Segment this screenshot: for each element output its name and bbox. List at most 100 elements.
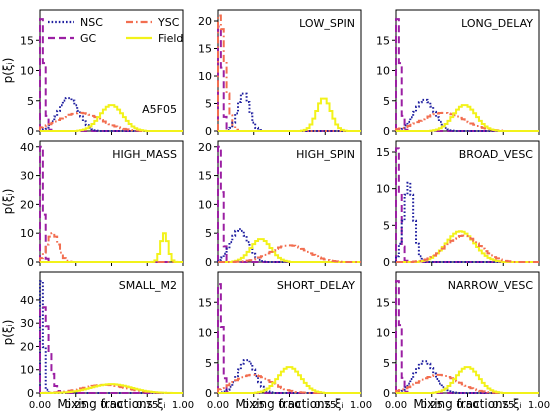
x-tick-label: 1.00 bbox=[350, 400, 372, 411]
y-tick-label: 10 bbox=[198, 70, 212, 83]
y-tick-label: 5 bbox=[205, 357, 212, 370]
x-tick-label: 1.00 bbox=[172, 400, 194, 411]
y-tick-label: 0 bbox=[383, 256, 390, 269]
x-axis-label: Mixing fractions ξᵢ bbox=[235, 397, 343, 411]
histogram-ysc bbox=[217, 14, 361, 132]
y-axis-label: p(ξᵢ) bbox=[1, 320, 15, 346]
y-tick-label: 0 bbox=[205, 125, 212, 138]
histogram-field bbox=[218, 238, 361, 263]
panel-small_m2: 0 10 20 30 40 0.00 0.25 0.50 0.75 1.00 SMALL_M2 bbox=[20, 271, 194, 411]
x-tick-label: 0.50 bbox=[278, 400, 300, 411]
y-axis-label: p(ξᵢ) bbox=[1, 58, 15, 84]
y-tick-label: 30 bbox=[20, 317, 34, 330]
panel-label: BROAD_VESC bbox=[459, 148, 534, 161]
y-tick-label: 5 bbox=[205, 227, 212, 240]
y-tick-label: 15 bbox=[376, 146, 390, 159]
panel-high_mass: 0 10 20 30 40 HIGH_MASS bbox=[20, 140, 184, 269]
y-tick-label: 20 bbox=[20, 340, 34, 353]
plot-frame bbox=[217, 9, 362, 132]
x-axis-label: Mixing fractions ξᵢ bbox=[413, 397, 521, 411]
x-tick-label: 0.25 bbox=[65, 400, 87, 411]
histogram-field bbox=[396, 366, 539, 394]
x-tick-label: 0.00 bbox=[207, 400, 229, 411]
plot-frame bbox=[395, 9, 540, 132]
legend-label-nsc: NSC bbox=[80, 16, 103, 29]
histogram-nsc bbox=[395, 360, 539, 394]
histogram-nsc bbox=[39, 97, 183, 132]
x-tick-label: 0.75 bbox=[492, 400, 514, 411]
y-tick-label: 0 bbox=[27, 125, 34, 138]
histogram-field bbox=[396, 104, 539, 132]
y-tick-label: 5 bbox=[27, 95, 34, 108]
y-tick-label: 10 bbox=[376, 327, 390, 340]
y-tick-label: 0 bbox=[205, 387, 212, 400]
y-tick-label: 20 bbox=[198, 141, 212, 154]
panel-label: HIGH_MASS bbox=[112, 148, 177, 161]
histogram-field bbox=[40, 383, 183, 394]
histogram-nsc bbox=[395, 98, 539, 132]
y-tick-label: 10 bbox=[198, 327, 212, 340]
y-tick-label: 10 bbox=[376, 183, 390, 196]
plot-frame bbox=[39, 271, 184, 394]
panel-label: LONG_DELAY bbox=[461, 17, 533, 30]
histogram-nsc bbox=[218, 92, 361, 132]
y-tick-label: 10 bbox=[20, 364, 34, 377]
y-tick-label: 0 bbox=[27, 387, 34, 400]
histogram-field bbox=[218, 366, 361, 394]
y-tick-label: 5 bbox=[205, 98, 212, 111]
y-tick-label: 5 bbox=[383, 357, 390, 370]
y-tick-label: 10 bbox=[376, 65, 390, 78]
x-tick-label: 0.25 bbox=[243, 400, 265, 411]
histogram-field bbox=[40, 104, 183, 132]
legend-label-ysc: YSC bbox=[157, 16, 180, 29]
y-tick-label: 10 bbox=[20, 65, 34, 78]
plot-frame bbox=[395, 140, 540, 263]
panel-narrow_vesc: 0 5 10 15 0.00 0.25 0.50 0.75 1.00 NARROW_VESC bbox=[376, 271, 550, 411]
y-tick-label: 10 bbox=[20, 227, 34, 240]
panel-high_spin: 0 5 10 15 20 HIGH_SPIN bbox=[198, 140, 362, 269]
x-tick-label: 0.50 bbox=[456, 400, 478, 411]
y-tick-label: 15 bbox=[198, 43, 212, 56]
y-axis-label: p(ξᵢ) bbox=[1, 189, 15, 215]
panel-label: A5F05 bbox=[142, 103, 177, 116]
panel-broad_vesc: 0 5 10 15 BROAD_VESC bbox=[376, 140, 540, 269]
panel-label: LOW_SPIN bbox=[299, 17, 355, 30]
x-axis-label: Mixing fractions ξᵢ bbox=[57, 397, 165, 411]
x-tick-label: 0.75 bbox=[314, 400, 336, 411]
panel-label: HIGH_SPIN bbox=[296, 148, 355, 161]
y-tick-label: 5 bbox=[383, 219, 390, 232]
panel-label: SHORT_DELAY bbox=[277, 279, 355, 292]
panel-label: SMALL_M2 bbox=[119, 279, 177, 292]
x-tick-label: 1.00 bbox=[528, 400, 550, 411]
y-tick-label: 15 bbox=[376, 296, 390, 309]
y-tick-label: 40 bbox=[20, 294, 34, 307]
panel-low_spin: 0 5 10 15 20 LOW_SPIN bbox=[198, 9, 362, 138]
histogram-ysc bbox=[218, 244, 361, 263]
histogram-ysc bbox=[396, 234, 539, 263]
y-tick-label: 40 bbox=[20, 141, 34, 154]
legend-label-gc: GC bbox=[80, 32, 97, 45]
legend-label-field: Field bbox=[158, 32, 183, 45]
y-tick-label: 5 bbox=[383, 95, 390, 108]
y-tick-label: 15 bbox=[376, 34, 390, 47]
histogram-ysc bbox=[39, 111, 183, 132]
y-tick-label: 15 bbox=[198, 170, 212, 183]
plot-frame bbox=[395, 271, 540, 394]
panel-short_delay: 0 5 10 15 0.00 0.25 0.50 0.75 1.00 SHORT_DELAY bbox=[198, 271, 372, 411]
x-tick-label: 0.25 bbox=[421, 400, 443, 411]
y-tick-label: 20 bbox=[198, 15, 212, 28]
panel-a5f05: 0 5 10 15 A5F05 bbox=[20, 9, 184, 138]
panel-long_delay: 0 5 10 15 LONG_DELAY bbox=[376, 9, 540, 138]
histogram-ysc bbox=[217, 373, 361, 394]
x-tick-label: 0.75 bbox=[136, 400, 158, 411]
y-tick-label: 30 bbox=[20, 170, 34, 183]
panel-label: NARROW_VESC bbox=[448, 279, 534, 292]
histogram-field bbox=[218, 97, 361, 132]
y-tick-label: 0 bbox=[27, 256, 34, 269]
legend: NSC GC YSC Field bbox=[48, 16, 183, 45]
plot-frame bbox=[39, 9, 184, 132]
histogram-field bbox=[40, 232, 183, 263]
y-tick-label: 20 bbox=[20, 198, 34, 211]
y-tick-label: 0 bbox=[383, 125, 390, 138]
